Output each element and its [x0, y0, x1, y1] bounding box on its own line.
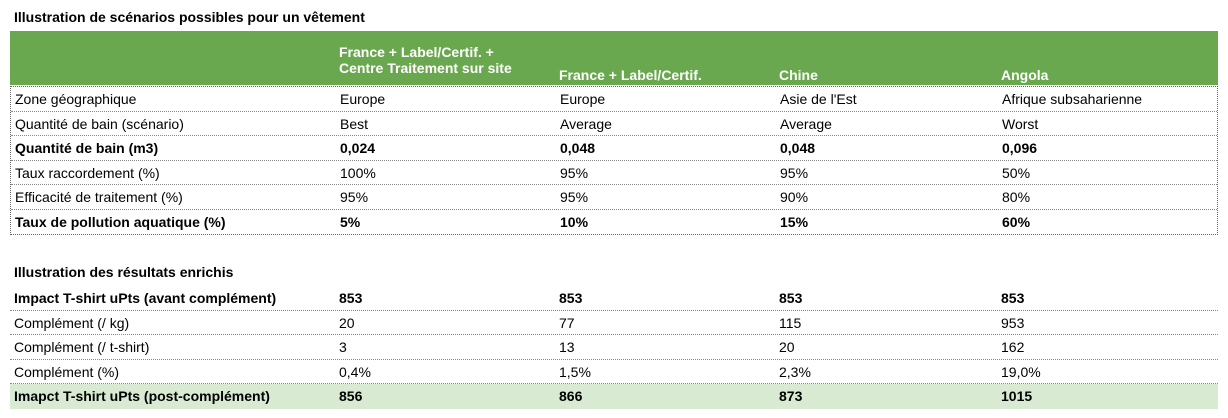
table-cell: 10%	[560, 213, 589, 230]
table-cell: Best	[340, 115, 369, 132]
scenario-header-row: France + Label/Certif. + Centre Traiteme…	[10, 31, 1218, 85]
table-cell: 866	[559, 388, 583, 404]
table-cell: 80%	[1002, 189, 1031, 205]
row-label: Complément (/ kg)	[14, 314, 130, 331]
row-label: Imapct T-shirt uPts (post-complément)	[14, 388, 270, 404]
section1-title: Illustration de scénarios possibles pour…	[14, 9, 365, 25]
table-cell: 60%	[1002, 213, 1031, 230]
scenario-table: Zone géographique Europe Europe Asie de l'E…	[10, 86, 1218, 235]
table-cell: 856	[339, 388, 363, 404]
table-cell: 0,4%	[339, 363, 371, 380]
header-col-1-line2: Centre Traitement sur site	[339, 60, 512, 76]
table-cell: 15%	[780, 213, 809, 230]
table-cell: 1,5%	[559, 363, 591, 380]
table-cell: 95%	[340, 189, 369, 205]
table-row: Complément (/ t-shirt) 3 13 20 162	[10, 335, 1218, 360]
table-cell: Worst	[1002, 115, 1039, 132]
table-cell: 95%	[560, 164, 589, 181]
table-cell: 1015	[1001, 388, 1033, 404]
row-label: Taux raccordement (%)	[15, 164, 160, 181]
table-cell: 95%	[560, 189, 589, 205]
table-cell: 100%	[340, 164, 376, 181]
table-row: Impact T-shirt uPts (avant complément) 85…	[10, 286, 1218, 311]
row-label: Impact T-shirt uPts (avant complément)	[14, 290, 277, 306]
header-col-4: Angola	[1001, 67, 1049, 83]
table-cell: 953	[1001, 314, 1025, 331]
header-col-1-line1: France + Label/Certif. +	[339, 44, 494, 60]
row-label: Taux de pollution aquatique (%)	[15, 213, 226, 230]
table-cell: Afrique subsaharienne	[1002, 91, 1143, 107]
table-cell: 50%	[1002, 164, 1031, 181]
table-row: Complément (/ kg) 20 77 115 953	[10, 311, 1218, 335]
table-row: Quantité de bain (m3) 0,024 0,048 0,048 0,09…	[11, 136, 1217, 161]
table-cell: Average	[560, 115, 612, 132]
section2-title: Illustration des résultats enrichis	[14, 264, 234, 280]
table-cell: 853	[779, 290, 803, 306]
table-cell: 115	[779, 314, 802, 331]
table-cell: 0,048	[560, 140, 596, 156]
table-row: Zone géographique Europe Europe Asie de l'E…	[11, 87, 1217, 112]
table-cell: 3	[339, 339, 347, 355]
table-cell: 19,0%	[1001, 363, 1041, 380]
table-cell: 873	[779, 388, 803, 404]
results-table: Impact T-shirt uPts (avant complément) 85…	[10, 286, 1218, 409]
row-label: Zone géographique	[15, 91, 137, 107]
table-cell: 853	[339, 290, 363, 306]
row-label: Efficacité de traitement (%)	[15, 189, 183, 205]
table-cell: Average	[780, 115, 832, 132]
row-label: Complément (/ t-shirt)	[14, 339, 150, 355]
row-label: Quantité de bain (m3)	[15, 140, 159, 156]
row-label: Quantité de bain (scénario)	[15, 115, 184, 132]
table-cell: 853	[1001, 290, 1025, 306]
table-cell: 0,024	[340, 140, 376, 156]
table-row: Imapct T-shirt uPts (post-complément) 856…	[10, 384, 1218, 409]
table-cell: 77	[559, 314, 575, 331]
table-row: Taux raccordement (%) 100% 95% 95% 50%	[11, 161, 1217, 185]
table-cell: 90%	[780, 189, 809, 205]
table-cell: 0,096	[1002, 140, 1038, 156]
table-row: Complément (%) 0,4% 1,5% 2,3% 19,0%	[10, 360, 1218, 384]
table-row: Quantité de bain (scénario) Best Average Av…	[11, 112, 1217, 136]
table-cell: 2,3%	[779, 363, 811, 380]
table-cell: 20	[779, 339, 795, 355]
table-cell: 95%	[780, 164, 809, 181]
table-cell: 162	[1001, 339, 1025, 355]
table-row: Efficacité de traitement (%) 95% 95% 90% 80%	[11, 185, 1217, 210]
row-label: Complément (%)	[14, 363, 120, 380]
header-col-2: France + Label/Certif.	[559, 67, 702, 83]
table-cell: 13	[559, 339, 575, 355]
header-col-3: Chine	[779, 67, 818, 83]
table-row: Taux de pollution aquatique (%) 5% 10% 15% 6…	[11, 210, 1217, 235]
table-cell: Europe	[340, 91, 386, 107]
table-cell: Europe	[560, 91, 606, 107]
header-col-1: France + Label/Certif. + Centre Traiteme…	[339, 44, 512, 76]
table-cell: 5%	[340, 213, 361, 230]
table-cell: Asie de l'Est	[780, 91, 857, 107]
table-cell: 0,048	[780, 140, 816, 156]
table-cell: 853	[559, 290, 583, 306]
table-cell: 20	[339, 314, 355, 331]
